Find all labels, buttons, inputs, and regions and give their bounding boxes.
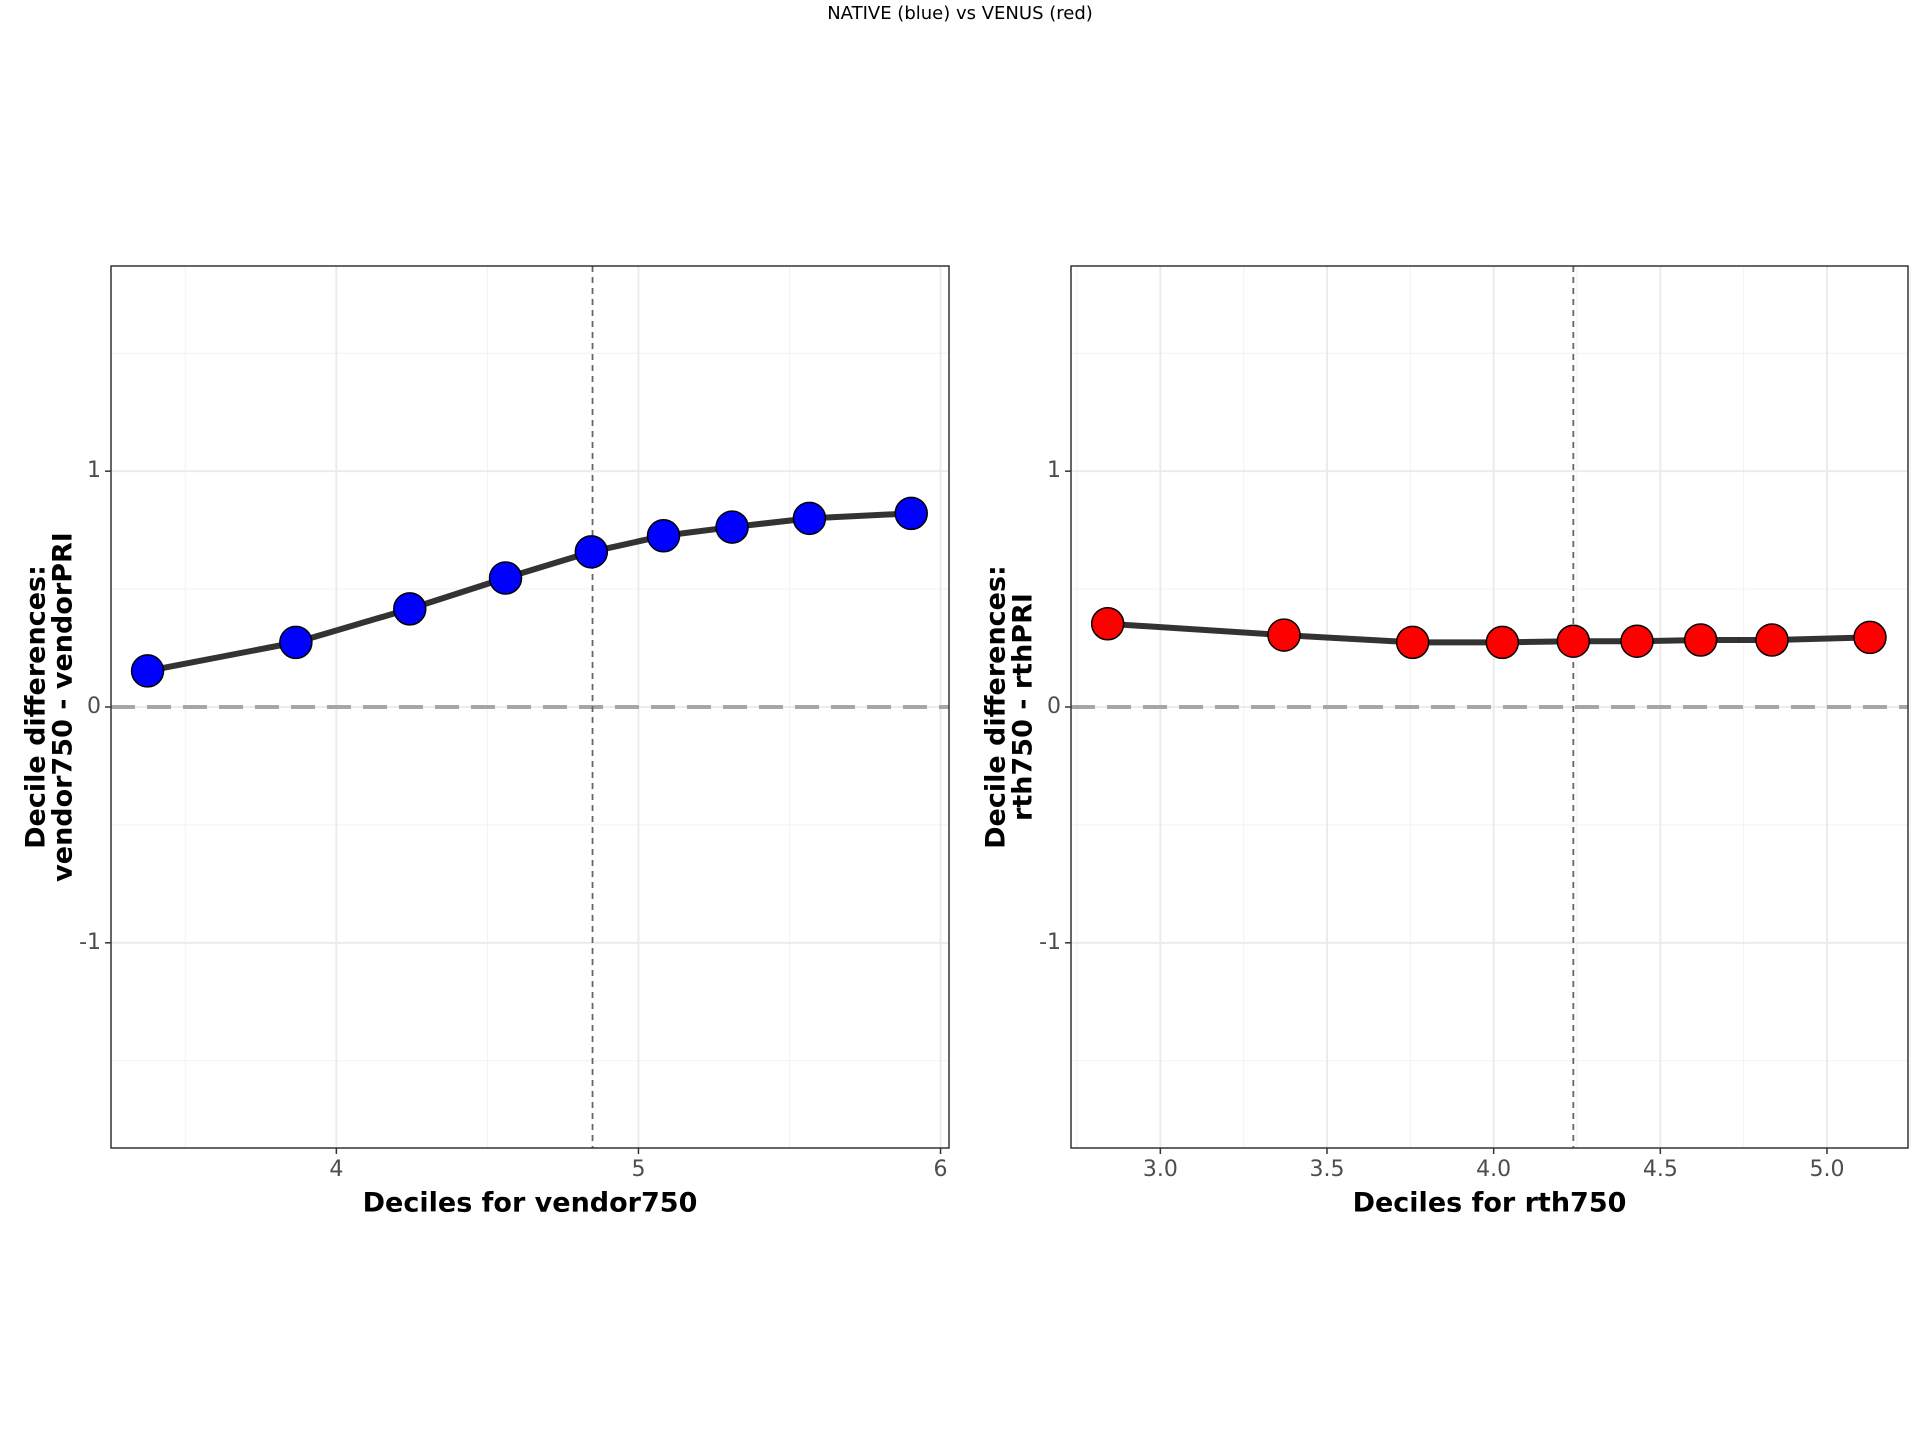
data-point: [1267, 618, 1301, 652]
data-point: [1683, 623, 1718, 657]
x-tick-label: 4.5: [1643, 1157, 1678, 1182]
x-tick-label: 4: [329, 1157, 343, 1182]
y-tick-label: 0: [1047, 694, 1061, 719]
x-tick-label: 4.0: [1476, 1157, 1511, 1182]
y-axis-label: Decile differences:: [21, 565, 52, 849]
data-point: [488, 561, 523, 595]
data-point: [792, 501, 827, 536]
y-tick-label: 1: [87, 458, 101, 483]
x-tick-label: 3.0: [1143, 1157, 1178, 1182]
data-point: [393, 592, 427, 626]
panel-border: [1070, 265, 1909, 1149]
chart-title: NATIVE (blue) vs VENUS (red): [827, 3, 1093, 24]
data-point: [130, 654, 165, 688]
y-tick-label: -1: [79, 930, 101, 955]
y-axis-label: vendor750 - vendorPRI: [48, 532, 79, 882]
x-tick-label: 6: [934, 1157, 948, 1182]
data-point: [1395, 625, 1430, 660]
data-point: [715, 510, 749, 544]
x-axis-label: Deciles for vendor750: [363, 1188, 698, 1219]
data-point: [894, 496, 928, 531]
x-tick-label: 3.5: [1310, 1157, 1345, 1182]
y-axis-label: rth750 - rthPRI: [1008, 593, 1039, 821]
data-point: [1556, 624, 1591, 658]
data-point: [1090, 607, 1125, 641]
y-tick-label: 0: [87, 694, 101, 719]
y-tick-label: -1: [1039, 930, 1061, 955]
data-point: [1620, 624, 1654, 658]
y-axis-label: Decile differences:: [981, 565, 1012, 849]
data-point: [1485, 625, 1520, 660]
panel-border: [110, 265, 950, 1149]
x-tick-label: 5.0: [1810, 1157, 1845, 1182]
data-point: [279, 625, 313, 660]
data-point: [1755, 623, 1789, 657]
x-axis-label: Deciles for rth750: [1353, 1188, 1627, 1219]
data-point: [1853, 620, 1887, 655]
data-point: [646, 519, 681, 553]
x-tick-label: 5: [631, 1157, 645, 1182]
data-point: [574, 535, 609, 569]
y-tick-label: 1: [1047, 458, 1061, 483]
